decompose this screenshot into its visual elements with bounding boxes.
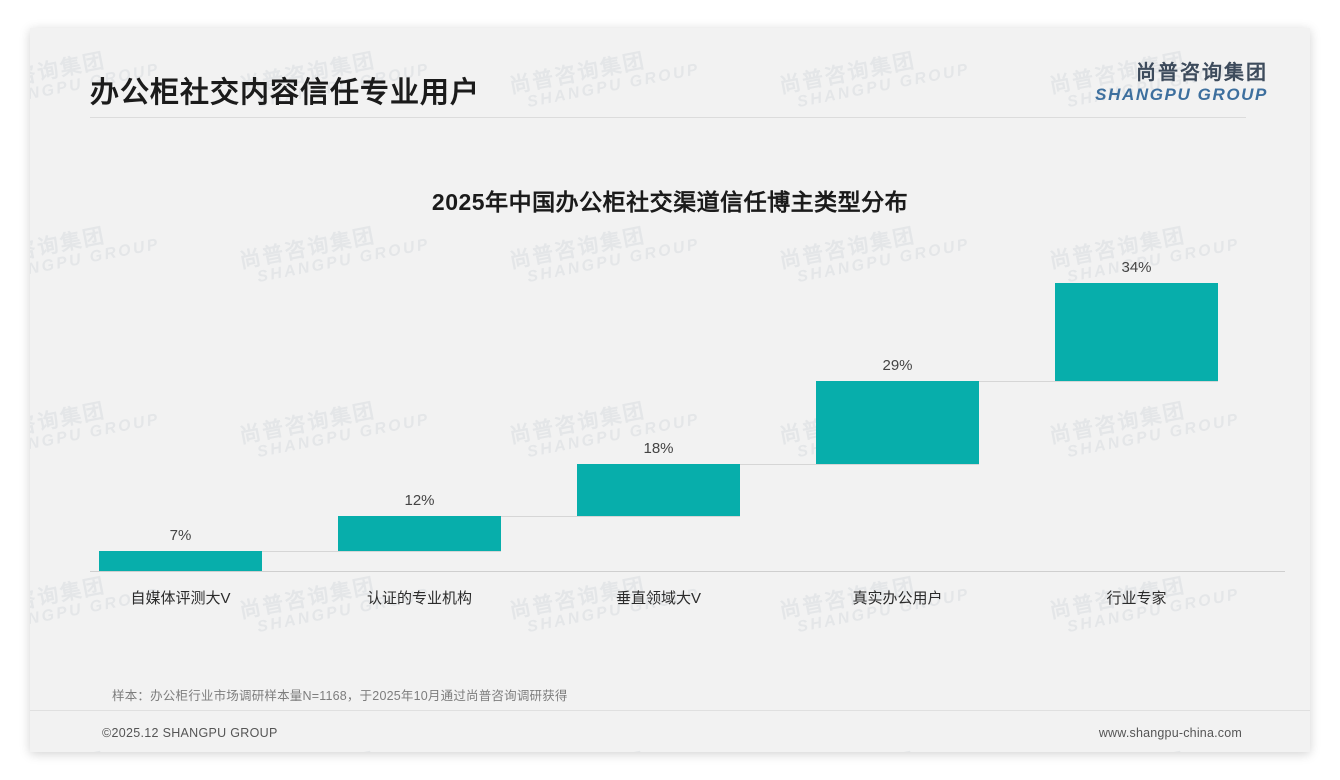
waterfall-connector: [816, 380, 1218, 382]
bar-value-label: 12%: [404, 492, 435, 510]
x-axis-category-label: 认证的专业机构: [366, 590, 472, 607]
slide-header: 办公柜社交内容信任专业用户 尚普咨询集团 SHANGPU GROUP: [30, 28, 1310, 120]
chart-title: 2025年中国办公柜社交渠道信任博主类型分布: [431, 189, 909, 215]
page-title: 办公柜社交内容信任专业用户: [90, 77, 481, 109]
chart-bar: [577, 464, 740, 517]
waterfall-connector: [338, 516, 740, 518]
slide-footer: ©2025.12 SHANGPU GROUP www.shangpu-china…: [30, 716, 1310, 752]
chart-source-note: 样本：办公柜行业市场调研样本量N=1168，于2025年10月通过尚普咨询调研获…: [112, 689, 568, 703]
chart-bar: [1055, 283, 1218, 381]
x-axis-category-label: 真实办公用户: [852, 590, 943, 607]
slide-card: 尚普咨询集团 SHANGPU GROUP 尚普咨询集团 SHANGPU GROUP 尚普…: [30, 28, 1310, 752]
x-axis-category-label: 自媒体评测大V: [130, 590, 231, 607]
footer-copyright: ©2025.12 SHANGPU GROUP: [102, 726, 278, 740]
bar-value-label: 34%: [1121, 259, 1152, 276]
chart-bar: [338, 516, 501, 551]
chart-plot-area: 7% 自媒体评测大V 12% 认证的专业机构 18% 垂直领域大V 29% 真实办公用户 34%…: [30, 28, 1310, 752]
header-divider: [90, 117, 1246, 118]
bar-value-label: 18%: [643, 440, 674, 458]
brand-logo: 尚普咨询集团 SHANGPU GROUP: [1095, 62, 1268, 105]
x-axis-category-label: 行业专家: [1106, 590, 1167, 607]
footer-divider: [30, 710, 1310, 711]
bar-value-label: 29%: [882, 356, 913, 374]
waterfall-connector: [99, 550, 501, 552]
footer-website: www.shangpu-china.com: [1098, 726, 1242, 740]
bar-value-label: 7%: [169, 526, 192, 544]
logo-text-en: SHANGPU GROUP: [1095, 85, 1268, 104]
chart-bar: [99, 550, 262, 571]
waterfall-connector: [577, 464, 979, 466]
chart-baseline-axis: [90, 571, 1285, 572]
chart-bar: [816, 380, 979, 465]
x-axis-category-label: 垂直领域大V: [615, 590, 701, 607]
logo-text-cn: 尚普咨询集团: [1136, 62, 1268, 84]
